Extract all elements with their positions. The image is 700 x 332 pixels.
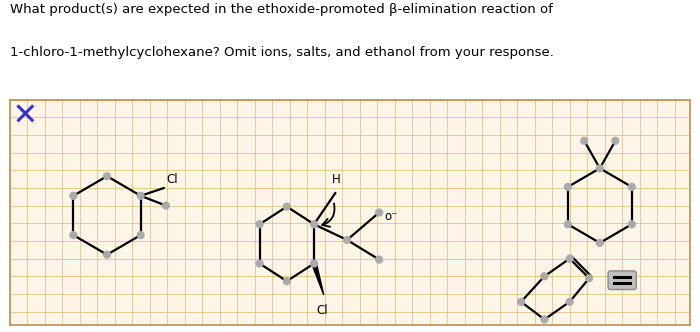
- Circle shape: [629, 221, 635, 228]
- Circle shape: [566, 255, 573, 262]
- FancyBboxPatch shape: [608, 271, 636, 290]
- Circle shape: [344, 236, 351, 243]
- Text: What product(s) are expected in the ethoxide-promoted β-elimination reaction of: What product(s) are expected in the etho…: [10, 3, 553, 16]
- Circle shape: [581, 137, 588, 144]
- Text: Cl: Cl: [166, 173, 178, 186]
- Circle shape: [596, 239, 603, 246]
- Circle shape: [311, 260, 317, 267]
- Circle shape: [137, 232, 144, 238]
- Circle shape: [70, 232, 77, 238]
- Circle shape: [566, 298, 573, 305]
- Circle shape: [137, 192, 144, 199]
- Circle shape: [376, 209, 383, 216]
- Circle shape: [564, 221, 571, 228]
- Circle shape: [541, 316, 548, 323]
- Circle shape: [612, 137, 619, 144]
- Circle shape: [564, 184, 571, 190]
- Circle shape: [596, 165, 603, 172]
- FancyArrowPatch shape: [322, 204, 335, 227]
- Text: H: H: [332, 173, 341, 186]
- Text: Cl: Cl: [316, 304, 328, 317]
- Text: o⁻: o⁻: [384, 210, 398, 223]
- Circle shape: [311, 221, 317, 228]
- Circle shape: [284, 203, 290, 210]
- Circle shape: [284, 278, 290, 285]
- Circle shape: [541, 273, 548, 280]
- Circle shape: [104, 173, 111, 180]
- Polygon shape: [312, 264, 324, 295]
- Circle shape: [104, 251, 111, 258]
- Circle shape: [586, 275, 592, 282]
- Circle shape: [256, 260, 263, 267]
- Circle shape: [629, 184, 635, 190]
- Circle shape: [376, 256, 383, 263]
- Circle shape: [256, 221, 263, 228]
- Circle shape: [70, 192, 77, 199]
- Text: 1-chloro-1-methylcyclohexane? Omit ions, salts, and ethanol from your response.: 1-chloro-1-methylcyclohexane? Omit ions,…: [10, 46, 554, 59]
- Circle shape: [518, 298, 524, 305]
- Circle shape: [162, 202, 169, 209]
